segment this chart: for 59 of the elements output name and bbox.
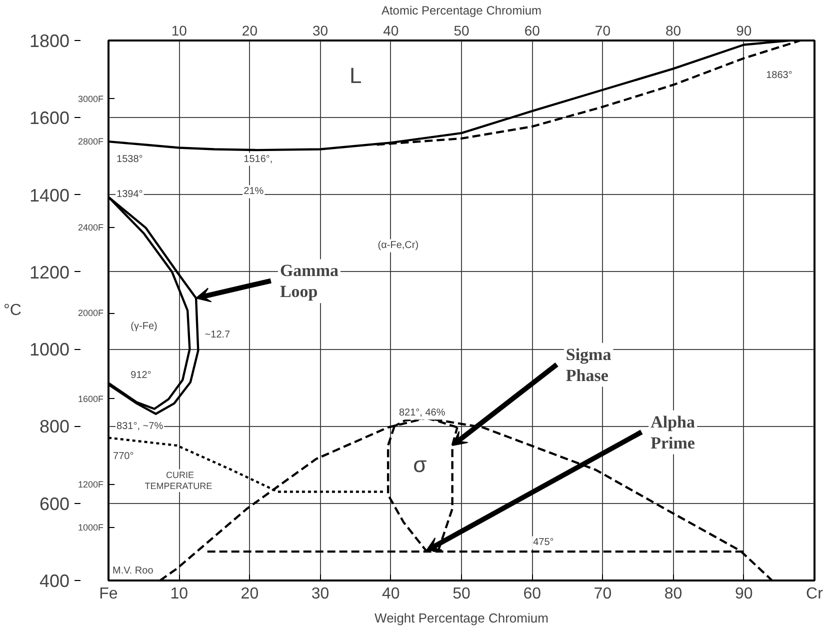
y2-tick-label: 2000F [78, 308, 104, 318]
annotation: (α-Fe,Cr) [378, 240, 419, 252]
x-tick-label: 90 [735, 586, 753, 602]
annotation: 821°, 46% [398, 408, 446, 419]
x-tick-label: 50 [452, 586, 470, 602]
annotation: CURIE [166, 470, 194, 480]
x2-tick-label: 60 [524, 22, 540, 38]
annotation: σ [413, 452, 428, 477]
annotation: (γ-Fe) [130, 321, 158, 332]
annotation: 21% [244, 186, 264, 198]
x2-axis-title: Atomic Percentage Chromium [381, 4, 542, 18]
y-tick-label: 400 [39, 571, 70, 591]
annotation: M.V. Roo [112, 566, 154, 576]
annotation: 912° [130, 370, 152, 381]
y2-tick-label: 2800F [78, 136, 104, 147]
y-tick-label: 1000 [29, 340, 70, 360]
annotation: 1394° [116, 188, 143, 200]
y-tick-label: 1600 [29, 108, 70, 128]
annotation: L [350, 63, 362, 88]
x2-tick-label: 70 [594, 22, 611, 38]
x2-tick-label: 50 [454, 22, 470, 38]
y2-tick-label: 1000F [78, 522, 104, 532]
annotation: ~12.7 [204, 329, 231, 340]
y-tick-label: 800 [39, 416, 70, 437]
x2-tick-label: 20 [242, 22, 258, 38]
y-tick-label: 600 [39, 494, 70, 514]
x2-tick-label: 30 [312, 22, 328, 38]
y-tick-label: 1400 [29, 185, 70, 206]
x-tick-label: 10 [170, 586, 188, 602]
annotation: 1516°, [244, 154, 273, 165]
x-tick-label: 40 [382, 586, 400, 602]
y2-tick-label: 1600F [78, 394, 104, 404]
annotation: 1538° [116, 154, 143, 165]
x-axis-title: Weight Percentage Chromium [374, 610, 548, 626]
y2-tick-label: 2400F [78, 222, 104, 232]
y-tick-label: 1800 [29, 31, 70, 51]
x-tick-label: 20 [240, 586, 259, 602]
x2-tick-label: 10 [171, 22, 188, 38]
annotation: TEMPERATURE [144, 481, 212, 491]
y2-tick-label: 1200F [78, 480, 104, 490]
y-axis-title: °C [4, 302, 22, 319]
x-tick-label: 60 [523, 586, 542, 602]
x-tick-label: Cr [806, 586, 824, 602]
x-tick-label: 80 [664, 586, 682, 602]
x-tick-label: Fe [99, 586, 118, 602]
x2-tick-label: 80 [666, 22, 682, 38]
x2-tick-label: 90 [736, 22, 752, 38]
annotation: 475° [533, 537, 554, 548]
y2-tick-label: 3000F [78, 94, 104, 104]
annotation: 1863° [766, 70, 792, 82]
x-tick-label: 30 [311, 586, 330, 602]
x2-tick-label: 40 [383, 22, 399, 38]
x-tick-label: 70 [594, 586, 612, 602]
y-tick-label: 1200 [29, 262, 70, 282]
annotation: Sigma Phase [566, 344, 612, 385]
annotation: Alpha Prime [650, 412, 696, 452]
annotation: 831°, ~7% [116, 421, 164, 432]
annotation: Gamma Loop [280, 261, 339, 302]
annotation: 770° [113, 450, 134, 462]
